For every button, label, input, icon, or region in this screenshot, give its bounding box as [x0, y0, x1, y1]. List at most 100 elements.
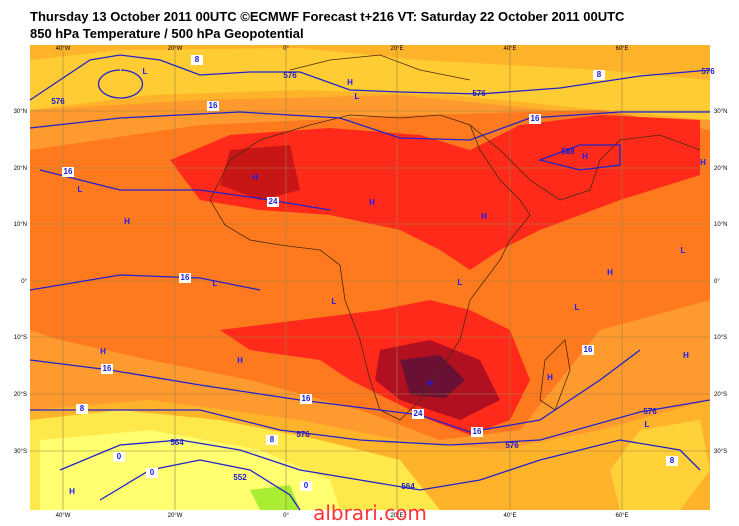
contour-label: 0 — [117, 452, 122, 461]
contour-label-bg — [207, 101, 219, 111]
lat-label-left: 20°N — [14, 166, 27, 172]
contour-label: 576 — [701, 67, 715, 76]
contour-label-bg — [412, 409, 424, 419]
lon-label-top: 40°W — [56, 46, 71, 52]
pressure-center: H — [100, 347, 106, 356]
contour-label-bg — [191, 55, 203, 65]
contour-label-bg — [266, 435, 278, 445]
contour-label-bg — [593, 70, 605, 80]
pressure-center: H — [124, 217, 130, 226]
lon-label-top: 60°E — [615, 46, 628, 52]
lat-label-left: 30°S — [14, 449, 27, 455]
lon-label-top: 20°E — [390, 46, 403, 52]
pressure-center: L — [143, 67, 148, 76]
contour-label: 564 — [401, 482, 415, 491]
pressure-center: H — [547, 373, 553, 382]
lon-label-bottom: 0° — [283, 513, 289, 519]
contour-label-bg — [113, 452, 125, 462]
contour-label: 16 — [64, 167, 73, 176]
contour-label: 8 — [670, 456, 675, 465]
contour-576b — [30, 399, 711, 446]
contour-label-bg — [666, 456, 678, 466]
pressure-center: H — [369, 198, 375, 207]
lon-label-bottom: 60°E — [615, 513, 628, 519]
contour-16c — [29, 349, 641, 433]
pressure-center: H — [252, 173, 258, 182]
lat-label-right: 20°S — [714, 392, 727, 398]
contour-24 — [39, 169, 331, 211]
lat-label-right: 30°N — [714, 109, 727, 115]
contour-label: 16 — [531, 114, 540, 123]
lat-label-left: 10°N — [14, 222, 27, 228]
coastline-africa — [209, 114, 531, 421]
contour-label: 552 — [233, 473, 247, 482]
contour-564 — [59, 439, 701, 491]
contours — [29, 54, 711, 511]
contour-label: 16 — [103, 364, 112, 373]
contour-low — [97, 69, 144, 99]
lon-label-top: 0° — [283, 46, 289, 52]
pressure-center: L — [681, 246, 686, 255]
contour-label-bg — [300, 481, 312, 491]
contour-label-bg — [300, 394, 312, 404]
lon-label-bottom: 20°E — [390, 513, 403, 519]
coastline-arabia — [469, 124, 701, 201]
contour-label: 8 — [270, 435, 275, 444]
lat-label-right: 20°N — [714, 166, 727, 172]
pressure-center: H — [237, 356, 243, 365]
contour-label-bg — [582, 345, 594, 355]
pressure-center: H — [69, 487, 75, 496]
contour-label: 0 — [304, 481, 309, 490]
pressure-center: H — [683, 351, 689, 360]
contour-label: 576 — [643, 407, 657, 416]
contour-label-bg — [179, 273, 191, 283]
contour-label: 576 — [505, 441, 519, 450]
contour-588 — [537, 144, 621, 171]
pressure-center: L — [213, 279, 218, 288]
contour-label: 8 — [597, 70, 602, 79]
pressure-center: L — [355, 92, 360, 101]
contour-label: 16 — [473, 427, 482, 436]
lat-label-left: 0° — [21, 279, 27, 285]
coastlines — [209, 54, 701, 421]
field-gold — [30, 48, 710, 120]
lon-label-bottom: 40°W — [56, 513, 71, 519]
pressure-center: H — [582, 152, 588, 161]
contour-label: 8 — [195, 55, 200, 64]
pressure-center: L — [332, 297, 337, 306]
lat-label-right: 10°S — [714, 335, 727, 341]
pressure-center: H — [347, 78, 353, 87]
labels: 40°W 40°W 20°W 20°W 0° 0° 20°E 20°E 40°E 40°E 60°E… — [14, 46, 728, 519]
contour-label: 576 — [283, 71, 297, 80]
contour-label: 24 — [414, 409, 423, 418]
watermark: albrari.com — [313, 501, 427, 525]
contour-label: 576 — [51, 97, 65, 106]
lat-label-left: 20°S — [14, 392, 27, 398]
contour-label-bg — [146, 468, 158, 478]
contour-16b — [29, 274, 261, 291]
title: Thursday 13 October 2011 00UTC ©ECMWF Fo… — [30, 9, 625, 24]
pressure-center: H — [607, 268, 613, 277]
contour-label-bg — [76, 404, 88, 414]
field-purple — [400, 355, 465, 398]
contour-label: 16 — [209, 101, 218, 110]
field-red-north — [170, 115, 700, 270]
pressure-center: H — [481, 212, 487, 221]
contour-label: 564 — [170, 438, 184, 447]
pressure-center: L — [575, 303, 580, 312]
graticule — [30, 45, 710, 510]
contour-label: 24 — [269, 197, 278, 206]
contour-label-bg — [529, 114, 541, 124]
pressure-center: L — [645, 420, 650, 429]
contour-label: 8 — [80, 404, 85, 413]
contour-label: 576 — [296, 430, 310, 439]
contour-label: 576 — [472, 89, 486, 98]
coastline-europe — [289, 54, 471, 81]
lat-label-right: 0° — [714, 279, 720, 285]
contour-label-bg — [62, 167, 74, 177]
coastline-madagascar — [539, 339, 571, 411]
pressure-center: H — [700, 158, 706, 167]
lat-label-left: 30°N — [14, 109, 27, 115]
contour-label-bg — [267, 197, 279, 207]
